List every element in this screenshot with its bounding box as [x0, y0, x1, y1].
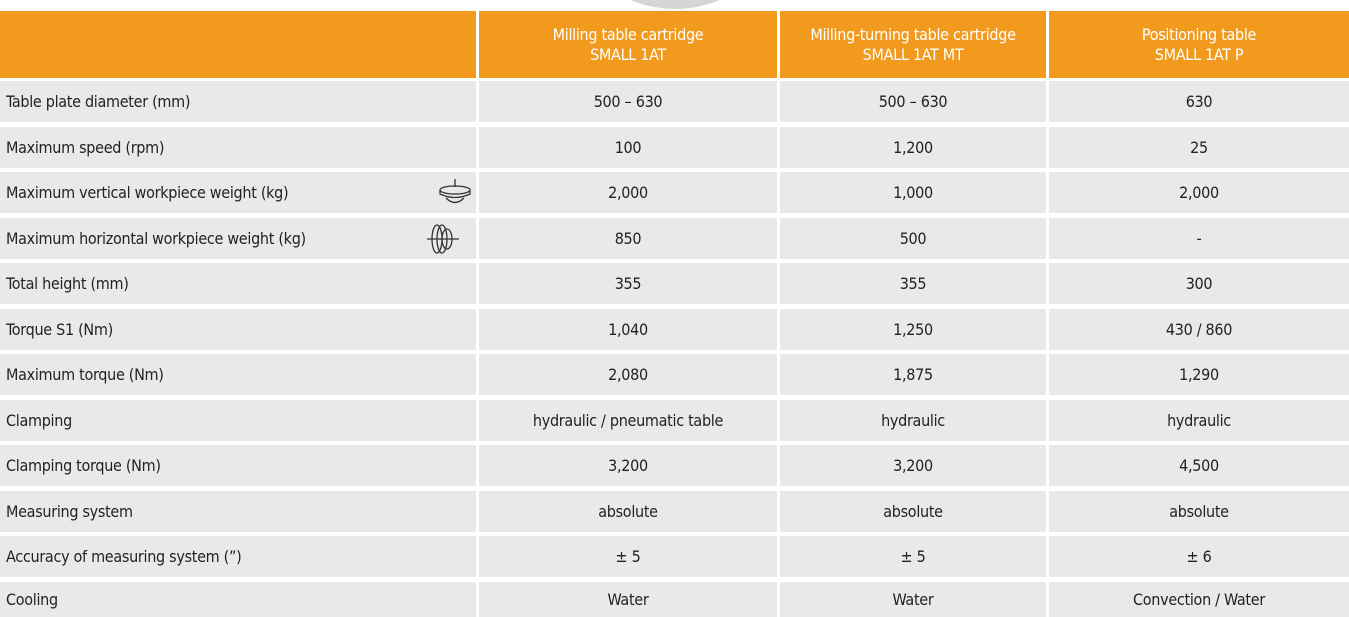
row-value: 1,000: [780, 172, 1046, 213]
row-value: -: [1049, 217, 1349, 259]
row-value: 630: [1049, 81, 1349, 122]
row-value: 1,040: [479, 308, 777, 350]
row-value: Convection / Water: [1049, 581, 1349, 617]
row-value: absolute: [479, 490, 777, 532]
row-label: Maximum torque (Nm): [0, 354, 476, 395]
header-cell: Positioning table SMALL 1AT P: [1049, 11, 1349, 78]
row-value: ± 6: [1049, 536, 1349, 577]
row-value: ± 5: [780, 536, 1046, 577]
row-value: absolute: [780, 490, 1046, 532]
row-value: 500: [780, 217, 1046, 259]
row-label: Torque S1 (Nm): [0, 308, 476, 350]
header-cell: Milling-turning table cartridge SMALL 1AT…: [780, 11, 1046, 78]
row-value: 1,875: [780, 354, 1046, 395]
row-value: Water: [479, 581, 777, 617]
row-value: 1,250: [780, 308, 1046, 350]
row-value: 500 – 630: [479, 81, 777, 122]
row-value: 355: [780, 263, 1046, 304]
row-value: 1,200: [780, 126, 1046, 168]
top-arc: [630, 0, 720, 9]
row-value: 100: [479, 126, 777, 168]
row-label: Clamping: [0, 399, 476, 441]
row-value: 3,200: [780, 445, 1046, 486]
row-value: absolute: [1049, 490, 1349, 532]
vertical-icon: [439, 179, 471, 204]
header-model: SMALL 1AT MT: [862, 44, 964, 64]
header-name: Positioning table: [1141, 24, 1257, 44]
row-value: hydraulic / pneumatic table: [479, 399, 777, 441]
header-name: Milling table cartridge: [552, 24, 704, 44]
header-cell: Milling table cartridge SMALL 1AT: [479, 11, 777, 78]
row-label: Clamping torque (Nm): [0, 445, 476, 486]
header-model: SMALL 1AT P: [1154, 44, 1244, 64]
row-label: Measuring system: [0, 490, 476, 532]
row-value: 2,000: [1049, 172, 1349, 213]
row-label: Cooling: [0, 581, 476, 617]
horizontal-icon: [427, 224, 459, 254]
row-value: 2,080: [479, 354, 777, 395]
row-value: 430 / 860: [1049, 308, 1349, 350]
row-value: 1,290: [1049, 354, 1349, 395]
row-value: 25: [1049, 126, 1349, 168]
row-value: 3,200: [479, 445, 777, 486]
row-value: 500 – 630: [780, 81, 1046, 122]
row-value: 355: [479, 263, 777, 304]
row-value: hydraulic: [1049, 399, 1349, 441]
row-label: Maximum speed (rpm): [0, 126, 476, 168]
row-value: Water: [780, 581, 1046, 617]
row-label: Table plate diameter (mm): [0, 81, 476, 122]
row-value: 2,000: [479, 172, 777, 213]
header-model: SMALL 1AT: [590, 44, 666, 64]
row-value: 850: [479, 217, 777, 259]
row-label: Accuracy of measuring system (”): [0, 536, 476, 577]
header-name: Milling-turning table cartridge: [810, 24, 1016, 44]
row-value: 4,500: [1049, 445, 1349, 486]
row-label: Maximum horizontal workpiece weight (kg): [0, 217, 476, 259]
row-value: hydraulic: [780, 399, 1046, 441]
row-value: 300: [1049, 263, 1349, 304]
row-label: Total height (mm): [0, 263, 476, 304]
header-blank: [0, 11, 476, 78]
row-value: ± 5: [479, 536, 777, 577]
row-label: Maximum vertical workpiece weight (kg): [0, 172, 476, 213]
